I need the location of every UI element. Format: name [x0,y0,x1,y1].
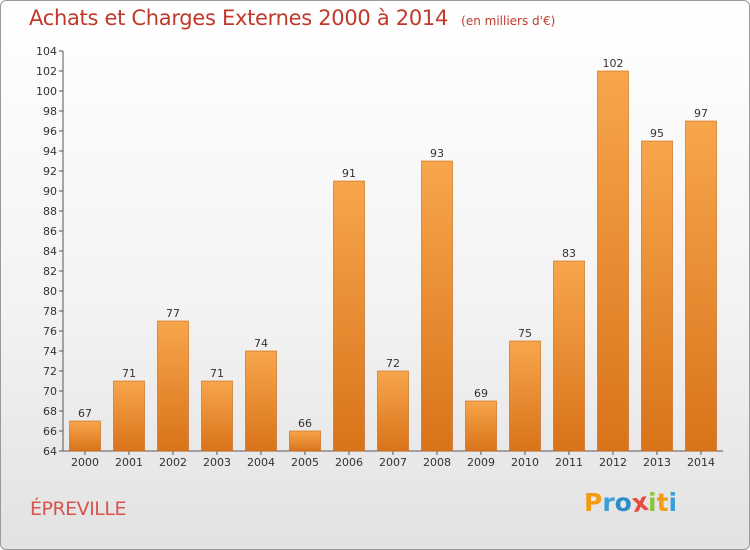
y-tick-label: 98 [43,105,57,118]
value-label-2013: 95 [650,127,664,140]
bar-2007 [377,370,409,452]
x-tick-label-2005: 2005 [291,456,319,469]
bar-2010 [509,340,541,452]
value-label-2002: 77 [166,307,180,320]
x-tick-label-2007: 2007 [379,456,407,469]
bar-2005 [289,430,321,452]
value-label-2000: 67 [78,407,92,420]
y-tick-label: 90 [43,185,57,198]
commune-name: ÉPREVILLE [30,498,126,520]
bar-2002 [157,320,189,452]
logo-letter: r [602,488,615,517]
value-label-2009: 69 [474,387,488,400]
y-tick-label: 68 [43,405,57,418]
bar-2014 [685,120,717,452]
bar-2009 [465,400,497,452]
value-label-2008: 93 [430,147,444,160]
y-tick-label: 100 [36,85,57,98]
logo-letter: t [656,488,669,517]
x-tick-label-2009: 2009 [467,456,495,469]
value-label-2014: 97 [694,107,708,120]
y-tick-label: 104 [36,45,57,58]
chart-title-block: Achats et Charges Externes 2000 à 2014 (… [29,6,555,30]
bar-2011 [553,260,585,452]
y-tick-label: 88 [43,205,57,218]
y-tick-label: 92 [43,165,57,178]
bar-2001 [113,380,145,452]
value-labels: 67 71 77 71 74 66 91 72 93 69 75 83 102 95 97 [78,57,708,430]
chart-subtitle: (en milliers d'€) [461,14,556,28]
value-label-2012: 102 [603,57,624,70]
x-tick-label-2012: 2012 [599,456,627,469]
bar-2012 [597,70,629,452]
value-label-2011: 83 [562,247,576,260]
y-tick-label: 94 [43,145,57,158]
value-label-2010: 75 [518,327,532,340]
y-tick-label: 66 [43,425,57,438]
x-tick-label-2006: 2006 [335,456,363,469]
y-tick-label: 96 [43,125,57,138]
y-tick-label: 70 [43,385,57,398]
bar-2006 [333,180,365,452]
value-label-2006: 91 [342,167,356,180]
y-tick-label: 72 [43,365,57,378]
x-tick-label-2001: 2001 [115,456,143,469]
x-tick-label-2014: 2014 [687,456,715,469]
bar-2003 [201,380,233,452]
x-tick-label-2013: 2013 [643,456,671,469]
x-tick-label-2011: 2011 [555,456,583,469]
x-tick-label-2008: 2008 [423,456,451,469]
bar-2013 [641,140,673,452]
chart-title: Achats et Charges Externes 2000 à 2014 [29,6,449,30]
y-tick-label: 84 [43,245,57,258]
proxiti-logo[interactable]: Proxiti [584,487,678,518]
y-tick-label: 76 [43,325,57,338]
y-tick-label: 64 [43,445,57,458]
x-tick-label-2002: 2002 [159,456,187,469]
bars [69,70,717,452]
y-tick-label: 102 [36,65,57,78]
value-label-2001: 71 [122,367,136,380]
bar-2004 [245,350,277,452]
y-tick-label: 82 [43,265,57,278]
x-tick-label-2010: 2010 [511,456,539,469]
bar-2008 [421,160,453,452]
value-label-2005: 66 [298,417,312,430]
y-tick-label: 80 [43,285,57,298]
value-label-2007: 72 [386,357,400,370]
value-label-2003: 71 [210,367,224,380]
y-tick-label: 78 [43,305,57,318]
x-tick-label-2000: 2000 [71,456,99,469]
x-tick-label-2003: 2003 [203,456,231,469]
x-tick-label-2004: 2004 [247,456,275,469]
value-label-2004: 74 [254,337,268,350]
logo-letter: i [648,488,657,517]
logo-letter: P [584,488,603,517]
y-tick-label: 86 [43,225,57,238]
logo-letter: o [614,488,632,517]
y-tick-label: 74 [43,345,57,358]
logo-letter: i [668,488,678,517]
bar-2000 [69,420,101,452]
axes: 64 66 68 70 72 74 76 78 80 82 84 86 88 90 92 94 96 98 100 1… [36,45,723,469]
